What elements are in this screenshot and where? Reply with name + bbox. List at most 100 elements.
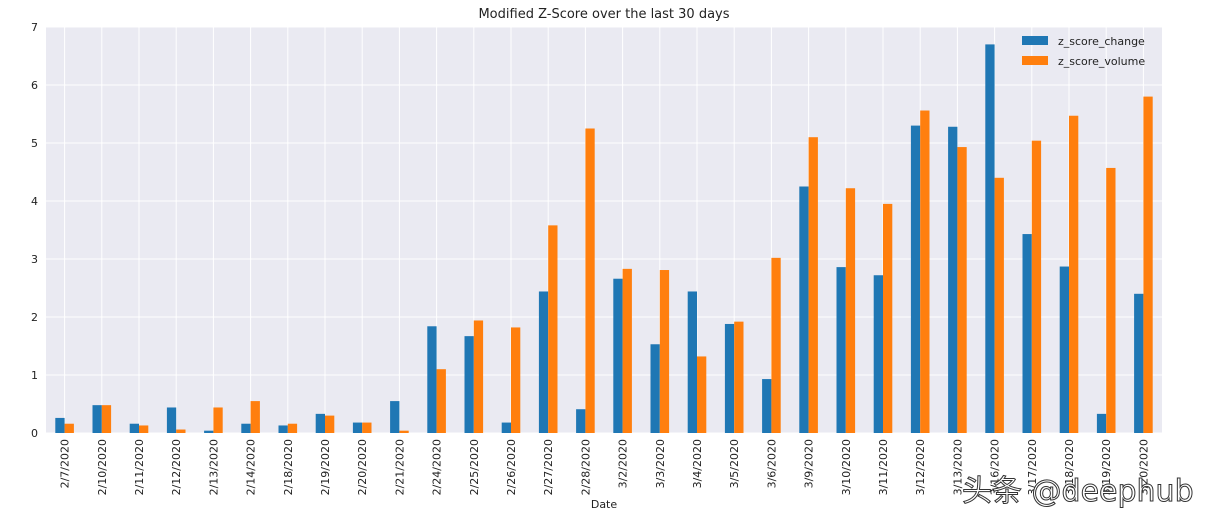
x-tick-label: 2/14/2020 [245,439,258,495]
bar-z-score-change [1134,293,1144,433]
plot-background [46,27,1162,433]
bar-z-score-volume [176,429,186,433]
x-tick-label: 2/20/2020 [356,439,369,495]
bar-z-score-volume [139,425,149,433]
bar-z-score-change [538,291,549,433]
bar-z-score-change [166,407,177,433]
bar-z-score-change [427,326,437,433]
bar-z-score-volume [1106,167,1116,433]
bar-z-score-volume [697,356,707,433]
x-tick-label: 3/18/2020 [1063,439,1076,495]
bar-z-score-volume [920,110,930,434]
y-tick-label: 6 [31,79,38,92]
watermark: 头条 @deephub [962,474,1194,509]
bar-z-score-change [464,336,474,433]
bar-z-score-change [576,409,586,433]
bar-z-score-change [799,186,809,433]
bar-z-score-volume [957,147,967,433]
bar-z-score-change [724,323,735,433]
bars [55,44,1153,434]
chart-title: Modified Z-Score over the last 30 days [478,7,729,22]
bar-z-score-volume [585,128,595,433]
x-tick-label: 2/27/2020 [542,439,555,495]
bar-z-score-volume [734,321,744,433]
y-axis-ticks: 0 1 2 3 4 5 6 7 [31,21,38,440]
bar-z-score-volume [548,225,558,433]
bar-z-score-volume [511,327,521,433]
bar-z-score-change [948,126,958,433]
legend-label-change: z_score_change [1058,35,1145,48]
x-tick-label: 2/13/2020 [207,439,220,495]
bar-z-score-change [241,423,251,433]
x-tick-label: 2/28/2020 [579,439,592,495]
x-tick-label: 2/19/2020 [319,439,332,495]
bar-z-score-volume [399,430,409,433]
bar-z-score-volume [287,423,298,433]
bar-z-score-change [687,291,697,433]
x-tick-label: 2/7/2020 [59,439,72,488]
bar-z-score-volume [250,401,260,433]
y-tick-label: 1 [31,369,38,382]
bar-z-score-change [315,413,325,433]
x-tick-label: 3/17/2020 [1026,439,1039,495]
legend: z_score_change z_score_volume [1022,35,1145,68]
x-tick-label: 3/9/2020 [803,439,816,488]
bar-z-score-change [352,422,363,433]
legend-swatch-volume [1022,56,1048,65]
bar-z-score-change [910,125,921,433]
x-tick-label: 2/25/2020 [468,439,481,495]
bar-z-score-change [650,344,660,433]
bar-z-score-change [129,423,139,433]
x-tick-label: 3/12/2020 [914,439,927,495]
x-tick-label: 2/11/2020 [133,439,146,495]
bar-z-score-volume [883,203,893,433]
bar-z-score-volume [659,270,670,433]
bar-z-score-change [390,401,400,433]
bar-z-score-volume [845,188,856,433]
y-tick-label: 5 [31,137,38,150]
bar-z-score-volume [213,407,223,433]
x-tick-label: 3/11/2020 [877,439,890,495]
bar-z-score-change [613,278,623,433]
bar-z-score-volume [436,369,446,433]
bar-z-score-change [762,379,772,433]
bar-z-score-change [55,417,65,433]
x-tick-label: 2/12/2020 [170,439,183,495]
x-tick-label: 2/24/2020 [431,439,444,495]
bar-z-score-change [985,44,995,434]
bar-z-score-volume [1069,115,1079,434]
bar-z-score-volume [473,320,484,433]
x-axis-ticks: 2/7/2020 2/10/2020 2/11/2020 2/12/2020 2/13/… [59,439,1151,495]
legend-label-volume: z_score_volume [1058,55,1145,68]
y-tick-label: 2 [31,311,38,324]
x-tick-label: 3/16/2020 [989,439,1002,495]
bar-z-score-volume [1143,96,1153,433]
bar-z-score-change [1022,234,1032,433]
bar-z-score-change [873,275,883,433]
y-tick-label: 4 [31,195,38,208]
bar-z-score-change [501,422,511,433]
bar-z-score-volume [994,177,1004,433]
x-tick-label: 3/5/2020 [728,439,741,488]
legend-swatch-change [1022,36,1048,45]
x-tick-label: 3/3/2020 [654,439,667,488]
x-tick-label: 2/10/2020 [96,439,109,495]
bar-z-score-change [836,267,846,433]
bar-z-score-change [92,405,102,433]
bar-z-score-volume [771,257,781,433]
x-tick-label: 2/26/2020 [505,439,518,495]
bar-z-score-volume [325,415,335,433]
x-tick-label: 3/4/2020 [691,439,704,488]
bar-z-score-volume [1031,140,1042,433]
x-tick-label: 3/19/2020 [1100,439,1113,495]
x-tick-label: 3/13/2020 [951,439,964,495]
x-tick-label: 3/10/2020 [840,439,853,495]
y-tick-label: 7 [31,21,38,34]
bar-z-score-volume [808,137,818,433]
bar-z-score-change [278,425,288,433]
bar-z-score-volume [362,422,372,433]
x-axis-label: Date [591,498,618,511]
y-tick-label: 3 [31,253,38,266]
x-tick-label: 3/6/2020 [765,439,778,488]
